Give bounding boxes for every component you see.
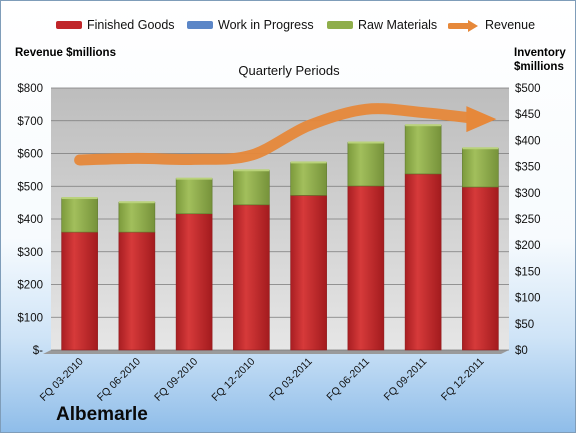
bar-finished-goods (462, 186, 499, 351)
left-axis-tick-label: $400 (17, 214, 43, 226)
bar-top-cap (405, 124, 442, 127)
bar-top-cap (290, 161, 327, 164)
category-label-fq-12-2010: FQ 12-2010 (209, 356, 257, 404)
bar-top-cap (61, 197, 98, 200)
bar-raw-materials (118, 201, 156, 233)
legend-item-work-in-progress: Work in Progress (187, 17, 314, 33)
bar-raw-materials (462, 147, 499, 188)
legend-revenue-arrow-icon (447, 19, 478, 32)
bar-top-cap (462, 147, 499, 150)
category-label-fq-03-2011: FQ 03-2011 (267, 356, 315, 404)
legend-item-finished-goods: Finished Goods (56, 17, 175, 33)
right-axis-tick-label: $150 (515, 266, 541, 278)
bar-finished-goods (404, 173, 442, 351)
right-axis-tick-label: $350 (515, 162, 541, 174)
left-axis-tick-label: $500 (17, 181, 43, 193)
chart-title: Quarterly Periods (238, 63, 340, 78)
right-axis-title: Inventory $millions (514, 47, 566, 73)
left-axis-tick-label: $200 (17, 280, 43, 292)
right-axis-tick-label: $250 (515, 214, 541, 226)
bar-finished-goods (347, 185, 385, 351)
left-axis-tick-label: $300 (17, 247, 43, 259)
revenue-line (74, 103, 486, 166)
legend-swatch-raw-materials (327, 20, 353, 29)
bar-raw-materials (404, 124, 442, 175)
bar-raw-materials (233, 169, 270, 206)
legend-item-revenue: Revenue (447, 17, 536, 33)
left-axis-tick-label: $100 (17, 312, 43, 324)
category-label-fq-06-2011: FQ 06-2011 (324, 356, 372, 404)
legend-label-finished-goods: Finished Goods (87, 18, 175, 32)
legend-item-raw-materials: Raw Materials (327, 17, 437, 33)
bar-finished-goods (61, 231, 98, 351)
left-axis-title: Revenue $millions (15, 47, 116, 59)
category-label-fq-06-2010: FQ 06-2010 (95, 356, 143, 404)
bar-finished-goods (233, 204, 270, 351)
bar-raw-materials (175, 178, 213, 215)
bar-top-cap (233, 169, 270, 172)
legend-label-work-in-progress: Work in Progress (218, 18, 314, 32)
left-axis-tick-label: $800 (17, 83, 43, 95)
right-axis-tick-label: $500 (515, 83, 541, 95)
right-axis-tick-label: $450 (515, 109, 541, 121)
right-axis-tick-label: $50 (515, 319, 534, 331)
bar-top-cap (118, 201, 155, 204)
category-label-fq-09-2010: FQ 09-2010 (152, 356, 200, 404)
right-axis-tick-label: $0 (515, 345, 528, 357)
bar-finished-goods (118, 231, 156, 351)
left-axis-tick-label: $600 (17, 149, 43, 161)
category-label-fq-12-2011: FQ 12-2011 (439, 356, 487, 404)
legend-label-revenue: Revenue (485, 18, 536, 32)
left-axis-tick-label: $700 (17, 116, 43, 128)
category-label-fq-03-2010: FQ 03-2010 (38, 356, 86, 404)
category-label-fq-09-2011: FQ 09-2011 (382, 356, 430, 404)
bar-raw-materials (347, 142, 385, 187)
plot-floor (43, 350, 509, 354)
left-axis-tick-label: $- (33, 345, 43, 357)
bar-finished-goods (290, 195, 327, 351)
right-axis-tick-label: $300 (515, 188, 541, 200)
right-axis-tick-label: $400 (515, 135, 541, 147)
revenue-arrowhead (466, 106, 497, 133)
bar-finished-goods (175, 213, 213, 351)
bar-raw-materials (61, 197, 98, 233)
right-axis-tick-label: $100 (515, 293, 541, 305)
bar-top-cap (176, 177, 213, 180)
legend-swatch-finished-goods (56, 20, 82, 29)
bar-top-cap (347, 141, 384, 144)
bar-raw-materials (290, 162, 327, 196)
legend-label-raw-materials: Raw Materials (358, 18, 438, 32)
legend-swatch-work-in-progress (187, 20, 213, 29)
company-name: Albemarle (56, 404, 148, 425)
right-axis-tick-label: $200 (515, 240, 541, 252)
